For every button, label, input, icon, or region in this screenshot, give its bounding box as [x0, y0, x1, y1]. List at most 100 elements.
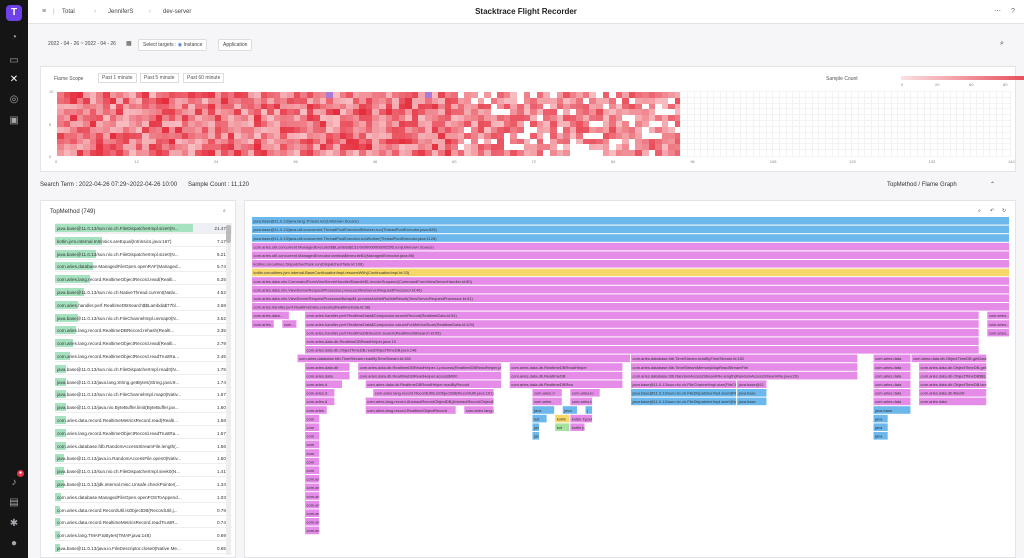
- heatmap-cell[interactable]: [655, 109, 662, 116]
- list-item[interactable]: java.base@11.0.13/sun.nio.ch.FileChannel…: [55, 389, 232, 401]
- heatmap-cell[interactable]: [273, 132, 281, 139]
- heatmap-cell[interactable]: [877, 143, 887, 152]
- heatmap-cell[interactable]: [824, 131, 834, 140]
- heatmap-grid[interactable]: [57, 90, 1012, 158]
- heatmap-cell[interactable]: [333, 132, 340, 139]
- heatmap-cell[interactable]: [425, 92, 432, 99]
- heatmap-cell[interactable]: [352, 92, 360, 99]
- heatmap-cell[interactable]: [477, 109, 485, 116]
- heatmap-cell[interactable]: [503, 115, 511, 122]
- heatmap-cell[interactable]: [719, 102, 729, 111]
- heatmap-cell[interactable]: [582, 132, 590, 139]
- heatmap-cell[interactable]: [319, 121, 327, 128]
- heatmap-cell[interactable]: [884, 102, 893, 111]
- heatmap-cell[interactable]: [963, 149, 972, 158]
- heatmap-cell[interactable]: [969, 120, 979, 129]
- heatmap-cell[interactable]: [227, 97, 235, 104]
- heatmap-cell[interactable]: [326, 138, 334, 145]
- heatmap-cell[interactable]: [418, 144, 426, 151]
- heatmap-cell[interactable]: [811, 108, 821, 117]
- heatmap-cell[interactable]: [949, 120, 959, 129]
- heatmap-cell[interactable]: [392, 92, 400, 99]
- heatmap-cell[interactable]: [471, 103, 478, 110]
- heatmap-cell[interactable]: [149, 121, 156, 128]
- heatmap-cell[interactable]: [89, 109, 97, 116]
- heatmap-cell[interactable]: [451, 126, 459, 134]
- heatmap-cell[interactable]: [471, 115, 478, 122]
- heatmap-cell[interactable]: [451, 115, 459, 122]
- heatmap-cell[interactable]: [385, 144, 393, 151]
- heatmap-cell[interactable]: [569, 109, 577, 116]
- heatmap-cell[interactable]: [510, 150, 518, 157]
- heatmap-cell[interactable]: [57, 126, 64, 134]
- heatmap-cell[interactable]: [818, 120, 828, 129]
- heatmap-cell[interactable]: [267, 132, 275, 139]
- heatmap-cell[interactable]: [897, 149, 907, 158]
- heatmap-cell[interactable]: [503, 97, 511, 104]
- heatmap-cell[interactable]: [188, 150, 196, 157]
- heatmap-cell[interactable]: [818, 90, 828, 100]
- heatmap-cell[interactable]: [778, 149, 788, 158]
- heatmap-cell[interactable]: [339, 97, 347, 104]
- heatmap-cell[interactable]: [864, 149, 874, 158]
- heatmap-cell[interactable]: [372, 115, 380, 122]
- heatmap-cell[interactable]: [831, 90, 841, 100]
- heatmap-cell[interactable]: [1002, 108, 1012, 117]
- heatmap-cell[interactable]: [680, 143, 690, 152]
- heatmap-cell[interactable]: [287, 132, 294, 139]
- heatmap-cell[interactable]: [103, 144, 110, 151]
- heatmap-cell[interactable]: [168, 103, 176, 110]
- heatmap-cell[interactable]: [162, 97, 170, 104]
- heatmap-cell[interactable]: [719, 149, 729, 158]
- heatmap-cell[interactable]: [155, 132, 163, 139]
- heatmap-cell[interactable]: [457, 126, 465, 134]
- heatmap-cell[interactable]: [857, 131, 867, 140]
- heatmap-cell[interactable]: [635, 97, 643, 104]
- heatmap-cell[interactable]: [425, 121, 432, 128]
- list-item[interactable]: java.base@11.0.13/jdk.internal.misc.Unsa…: [55, 479, 232, 490]
- heatmap-cell[interactable]: [576, 126, 584, 134]
- heatmap-cell[interactable]: [884, 143, 893, 152]
- heatmap-cell[interactable]: [254, 126, 262, 134]
- heatmap-cell[interactable]: [405, 138, 413, 145]
- list-item[interactable]: java.base@11.0.13/java.nio.ByteBuffer.li…: [55, 402, 232, 414]
- heatmap-cell[interactable]: [70, 138, 77, 145]
- heatmap-cell[interactable]: [890, 90, 900, 100]
- heatmap-cell[interactable]: [569, 132, 577, 139]
- flame-frame[interactable]: com.aries.data.db.RealtimeDBReadHelper.r…: [365, 380, 502, 388]
- flame-frame[interactable]: com.ari: [305, 475, 320, 483]
- flame-frame[interactable]: com.aries.data.db.ObjectTimeDB$$Lambda: [919, 371, 999, 380]
- heatmap-cell[interactable]: [503, 121, 511, 128]
- heatmap-cell[interactable]: [83, 126, 91, 134]
- heatmap-cell[interactable]: [969, 114, 979, 123]
- heatmap-cell[interactable]: [989, 143, 999, 152]
- heatmap-cell[interactable]: [162, 144, 170, 151]
- view-mode-select[interactable]: TopMethod / Flame Graph: [887, 182, 957, 188]
- heatmap-cell[interactable]: [57, 150, 64, 157]
- heatmap-cell[interactable]: [280, 144, 288, 151]
- flame-frame[interactable]: com.ari: [305, 492, 320, 500]
- heatmap-cell[interactable]: [523, 121, 531, 128]
- heatmap-cell[interactable]: [1002, 102, 1012, 111]
- list-item[interactable]: java.base@11.0.13/sun.nio.ch.FileDispatc…: [55, 364, 232, 375]
- heatmap-cell[interactable]: [884, 120, 893, 129]
- heatmap-cell[interactable]: [772, 102, 782, 111]
- heatmap-cell[interactable]: [622, 150, 630, 157]
- heatmap-cell[interactable]: [227, 109, 235, 116]
- heatmap-cell[interactable]: [247, 150, 255, 157]
- search-icon[interactable]: ⌕: [978, 208, 981, 214]
- heatmap-cell[interactable]: [844, 125, 854, 135]
- heatmap-cell[interactable]: [149, 103, 156, 110]
- heatmap-cell[interactable]: [655, 144, 662, 151]
- flame-frame[interactable]: java.base@11.0.13/sun.nio.ch.FileDispatc…: [631, 397, 760, 406]
- heatmap-cell[interactable]: [267, 92, 275, 99]
- heatmap-cell[interactable]: [306, 144, 314, 151]
- heatmap-cell[interactable]: [890, 96, 900, 105]
- heatmap-cell[interactable]: [444, 115, 452, 122]
- heatmap-cell[interactable]: [838, 90, 847, 100]
- heatmap-cell[interactable]: [752, 137, 762, 146]
- heatmap-cell[interactable]: [936, 149, 946, 158]
- flame-frame[interactable]: jav: [532, 423, 539, 431]
- heatmap-cell[interactable]: [635, 132, 643, 139]
- heatmap-cell[interactable]: [609, 132, 616, 139]
